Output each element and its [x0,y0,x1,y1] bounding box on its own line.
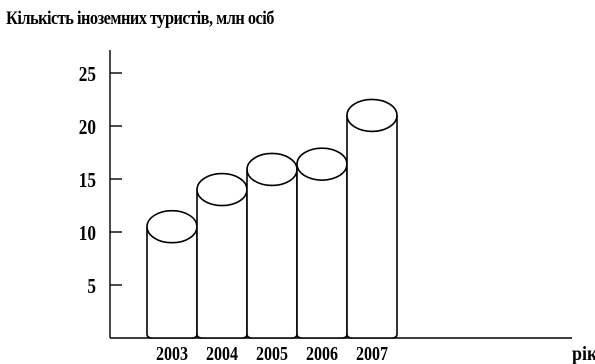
bar-body [246,169,298,339]
bar-top [296,147,348,181]
x-tick-label: 2003 [156,342,188,364]
bar-2004 [196,172,248,339]
bar-top [246,152,298,187]
bar-2007 [346,98,398,339]
x-axis-label: рік [572,343,595,364]
chart-title: Кількість іноземних туристів, млн осіб [6,8,274,29]
bars [146,98,398,339]
bar-2003 [146,209,198,339]
bar-2005 [246,152,298,339]
y-tick-label: 15 [79,170,96,193]
bar-top [196,172,248,207]
bar-top [346,98,398,133]
x-tick-label: 2006 [306,342,338,364]
y-tick-label: 20 [79,117,96,140]
bar-body [296,164,348,339]
y-tick-label: 5 [87,276,96,299]
bar-body [196,189,248,339]
bar-top [146,209,198,244]
x-tick-label: 2007 [356,342,388,364]
x-ticks: 2003 2004 2005 2006 2007 [156,342,388,364]
x-tick-label: 2004 [206,342,238,364]
y-ticks: 5 10 15 20 25 [79,64,122,299]
bar-2006 [296,147,348,339]
y-tick-label: 25 [79,64,96,87]
x-tick-label: 2005 [256,342,288,364]
bar-body [346,115,398,339]
y-tick-label: 10 [79,223,96,246]
